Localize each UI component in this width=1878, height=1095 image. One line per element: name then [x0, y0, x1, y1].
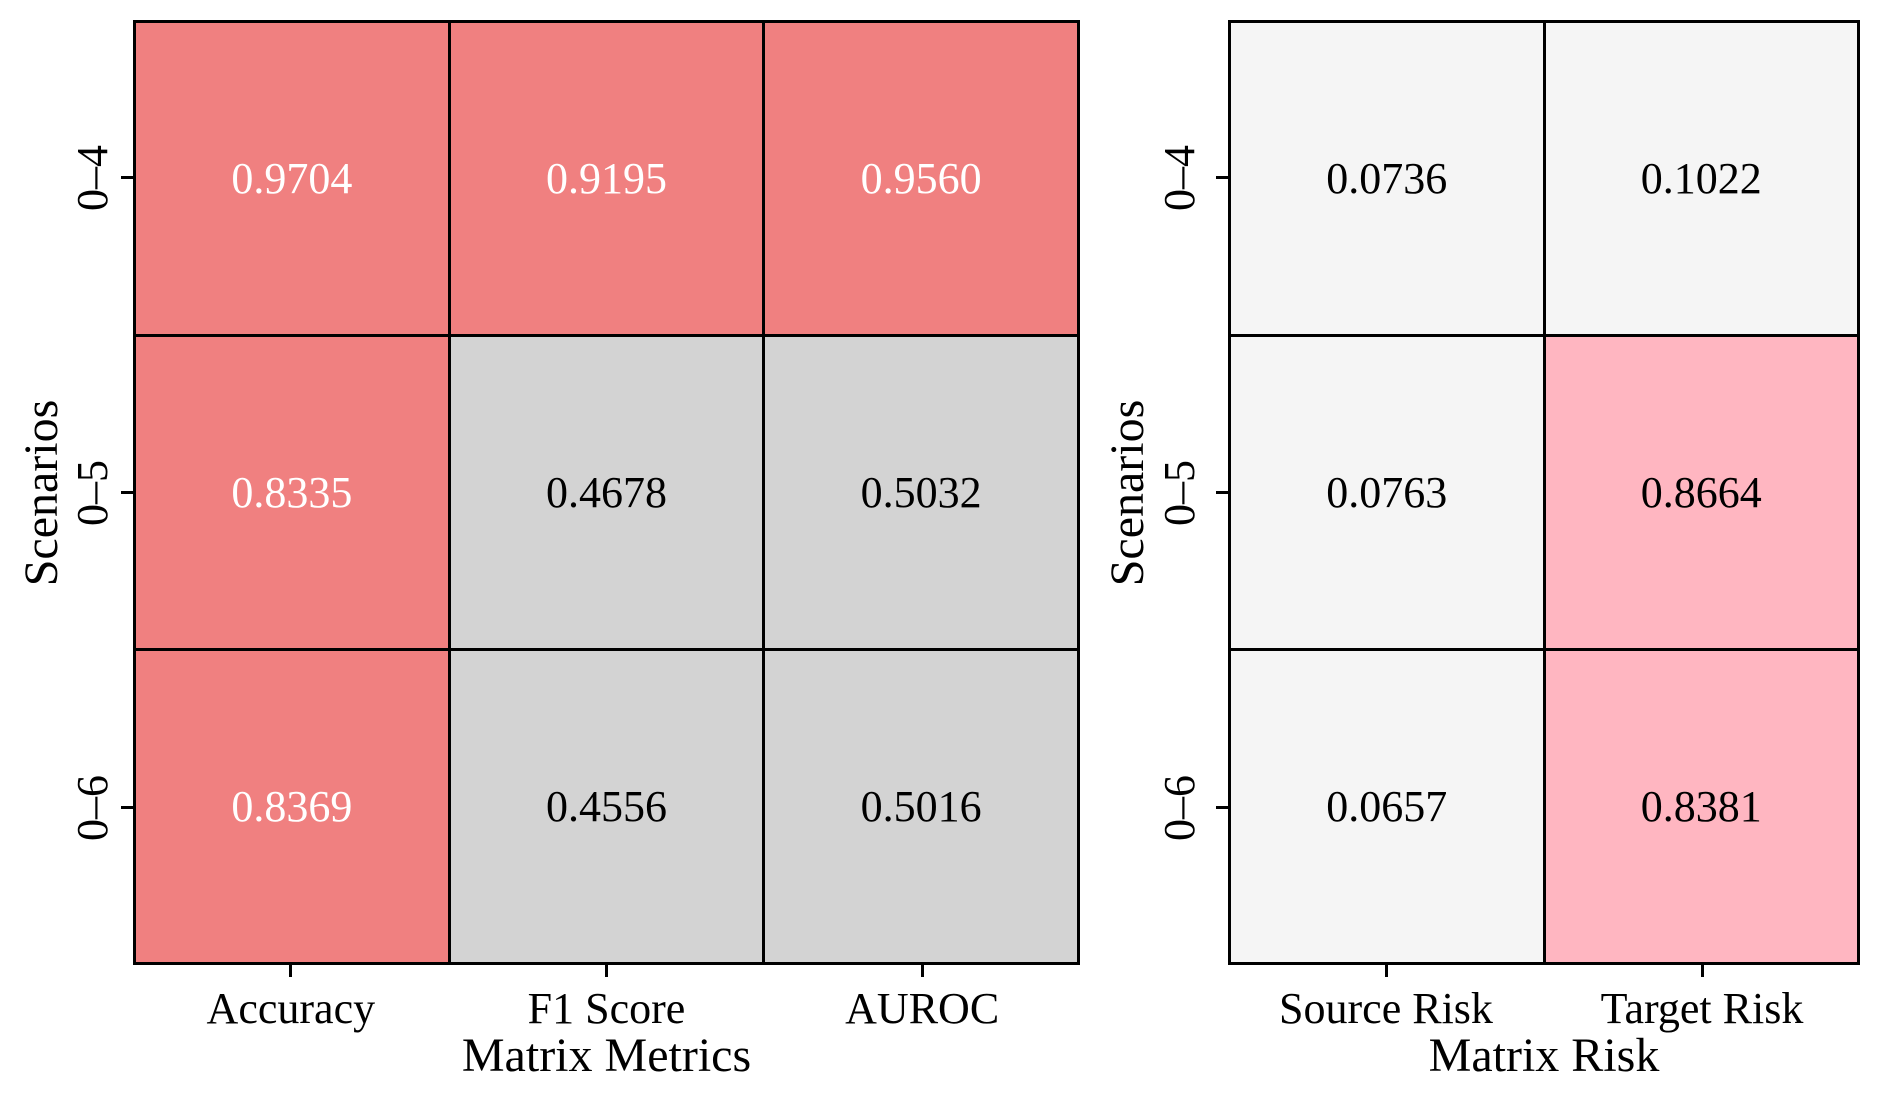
metrics-x-axis-title: Matrix Metrics [461, 1029, 752, 1082]
x-tick-label: Source Risk [1279, 984, 1493, 1033]
risk-y-axis-title: Scenarios [1101, 399, 1154, 586]
y-tick-label: 0–4 [1155, 144, 1204, 211]
heatmap-cell: 0.8369 [136, 651, 448, 962]
x-tick-mark [920, 965, 924, 977]
x-tick-label: F1 Score [527, 984, 686, 1033]
risk-x-axis-title: Matrix Risk [1428, 1029, 1660, 1082]
y-tick-mark [1216, 806, 1228, 809]
x-tick-label: AUROC [845, 984, 1000, 1033]
y-tick-label: 0–6 [1155, 774, 1204, 841]
heatmap-cell: 0.8335 [136, 337, 448, 648]
heatmap-cell: 0.8664 [1545, 337, 1857, 648]
heatmap-cell: 0.9560 [765, 23, 1077, 334]
metrics-heatmap-grid: 0.9704 0.9195 0.9560 0.8335 0.4678 0.5032 0.83… [133, 20, 1080, 965]
x-tick-label: Accuracy [206, 984, 376, 1033]
heatmap-cell: 0.0657 [1231, 651, 1543, 962]
heatmap-cell: 0.9704 [136, 23, 448, 334]
heatmap-cell: 0.5032 [765, 337, 1077, 648]
heatmap-cell: 0.8381 [1545, 651, 1857, 962]
heatmap-cell: 0.1022 [1545, 23, 1857, 334]
y-tick-mark [121, 806, 133, 809]
heatmap-cell: 0.0736 [1231, 23, 1543, 334]
y-tick-label: 0–6 [68, 774, 117, 841]
heatmap-cell: 0.4556 [450, 651, 763, 962]
y-tick-label: 0–4 [68, 144, 117, 211]
y-tick-label: 0–5 [68, 459, 117, 526]
heatmap-cell: 0.4678 [450, 337, 763, 648]
x-tick-mark [289, 965, 293, 977]
y-tick-mark [121, 491, 133, 494]
y-tick-mark [1216, 491, 1228, 494]
x-tick-mark [605, 965, 608, 977]
heatmap-cell: 0.0763 [1231, 337, 1543, 648]
heatmap-cell: 0.9195 [450, 23, 763, 334]
x-tick-mark [1384, 965, 1388, 977]
x-tick-label: Target Risk [1600, 984, 1804, 1033]
y-tick-mark [121, 176, 133, 179]
x-tick-mark [1700, 965, 1704, 977]
y-tick-mark [1216, 176, 1228, 179]
y-tick-label: 0–5 [1155, 459, 1204, 526]
risk-heatmap-grid: 0.0736 0.1022 0.0763 0.8664 0.0657 0.8381 [1228, 20, 1860, 965]
heatmap-cell: 0.5016 [765, 651, 1077, 962]
metrics-y-axis-title: Scenarios [15, 399, 68, 586]
